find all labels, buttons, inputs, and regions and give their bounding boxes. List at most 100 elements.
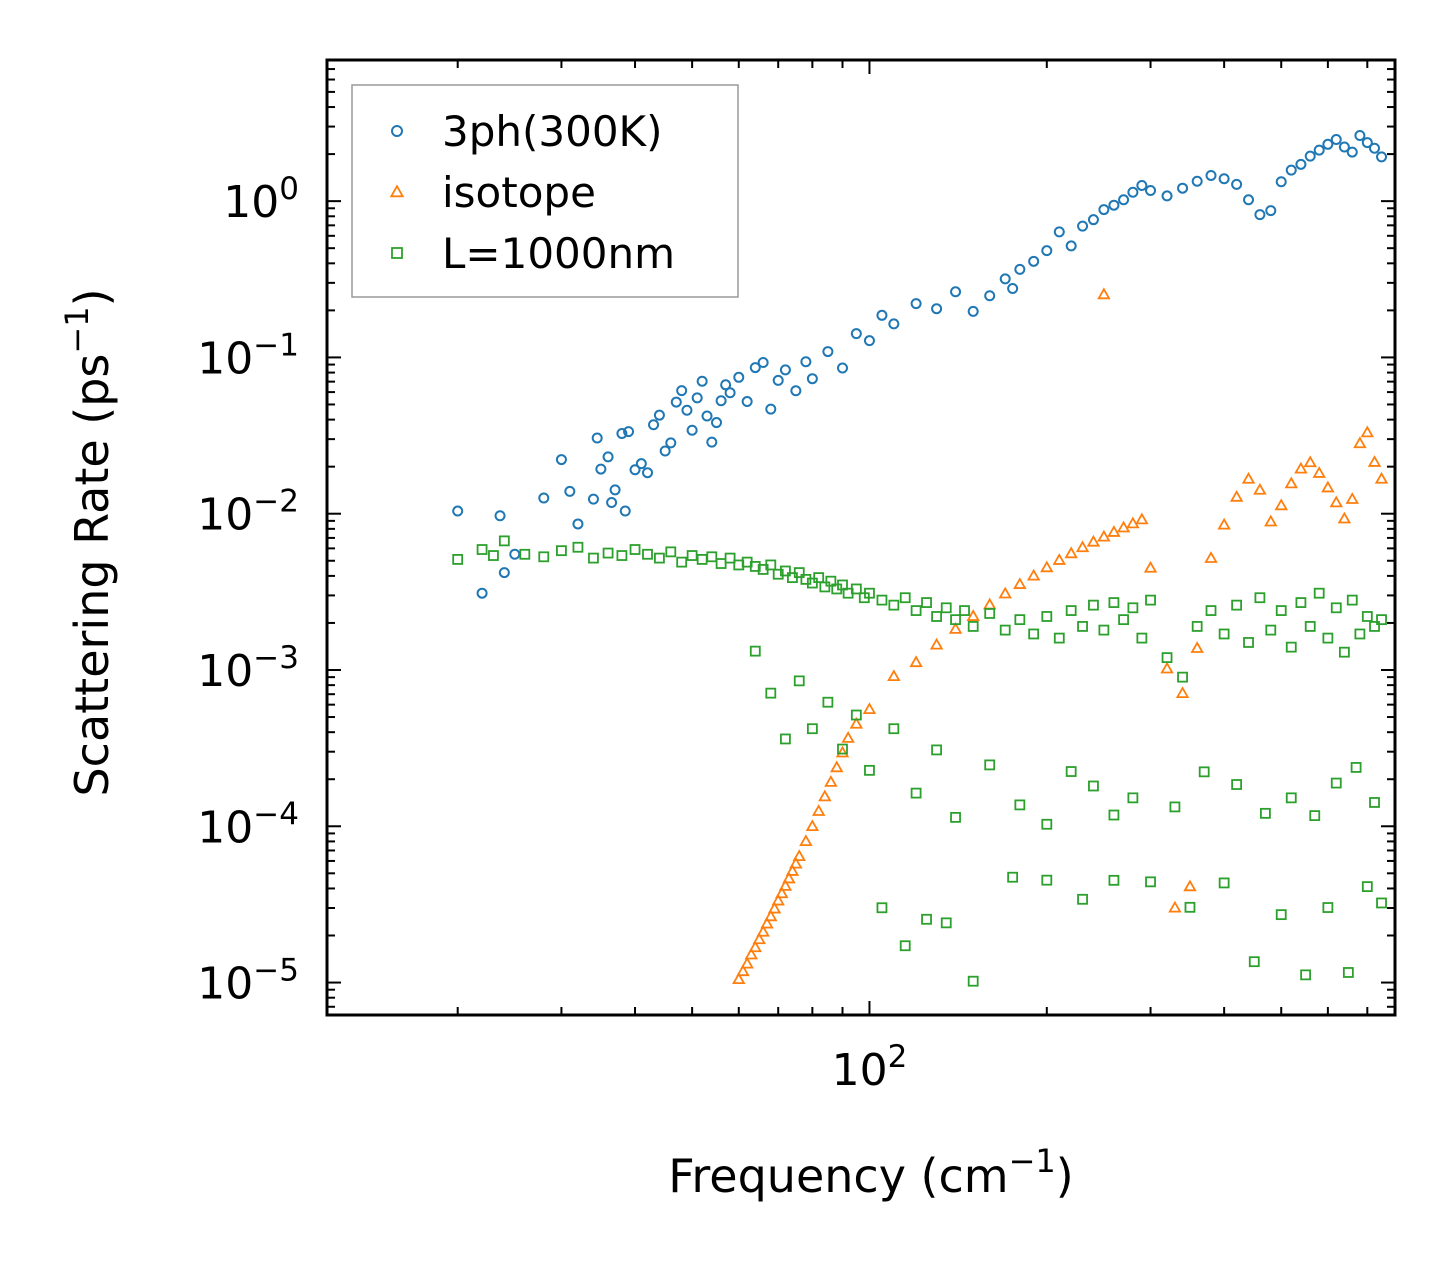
axis-labels: 102 100 10−1 10−2 10−3 10−4 10−5 Frequency (cm−… [58, 171, 1074, 1203]
data-point [711, 417, 723, 429]
data-point [1191, 621, 1203, 632]
data-point [670, 396, 682, 408]
data-point [999, 624, 1011, 636]
data-point [1041, 245, 1053, 257]
data-point [1077, 621, 1088, 632]
data-point [1369, 797, 1380, 808]
data-point [1175, 686, 1190, 699]
data-point [1322, 138, 1334, 150]
data-point [1218, 173, 1230, 185]
data-point [793, 675, 805, 687]
data-point [813, 572, 825, 584]
data-point [1108, 199, 1120, 211]
data-point [1254, 592, 1266, 604]
data-point [749, 645, 761, 657]
data-point [1338, 646, 1350, 658]
data-point [779, 364, 791, 376]
data-point [789, 856, 803, 869]
data-point [1294, 461, 1308, 474]
data-point [921, 913, 932, 925]
data-point [665, 546, 677, 558]
data-point [1367, 455, 1382, 467]
y-tick-label: 10−2 [197, 484, 299, 541]
legend-box [351, 84, 739, 298]
data-point [940, 917, 952, 929]
data-point [825, 575, 837, 587]
data-point [1026, 568, 1041, 581]
data-point [799, 834, 813, 847]
data-point [1107, 525, 1121, 537]
data-point [1346, 594, 1358, 606]
legend-label: L=1000nm [442, 229, 675, 278]
data-point [1264, 514, 1278, 527]
data-point [765, 403, 777, 415]
data-point [910, 787, 922, 799]
data-point [948, 621, 963, 634]
data-point [1205, 605, 1217, 616]
data-point [850, 583, 862, 595]
data-point [1274, 498, 1288, 511]
data-point [572, 541, 584, 553]
data-point [1354, 628, 1366, 640]
data-point [1243, 194, 1255, 206]
data-point [696, 375, 708, 387]
data-point [538, 551, 550, 563]
data-point [744, 947, 758, 960]
data-point [792, 849, 806, 862]
y-tick-label: 10−3 [197, 640, 299, 697]
data-point [1108, 597, 1120, 608]
x-axis-title: Frequency (cm−1) [668, 1142, 1073, 1203]
data-point [822, 696, 834, 708]
data-point [555, 454, 567, 466]
data-point [1065, 605, 1077, 616]
data-point [1118, 614, 1129, 626]
data-point [921, 597, 932, 608]
data-point [1145, 184, 1157, 196]
data-point [1265, 205, 1277, 217]
data-point [1136, 632, 1148, 644]
data-point [494, 510, 506, 522]
data-point [1361, 137, 1373, 149]
data-point [720, 379, 732, 391]
data-point [676, 556, 688, 568]
data-point [888, 599, 900, 611]
data-point [1127, 186, 1139, 198]
data-point [519, 548, 531, 560]
data-point [1191, 175, 1203, 187]
data-point [538, 492, 550, 504]
data-point [931, 744, 942, 756]
data-point [1028, 255, 1040, 267]
data-point [715, 395, 727, 407]
data-point [1204, 551, 1218, 563]
data-point [691, 392, 703, 404]
data-point [950, 614, 961, 626]
data-point [835, 745, 850, 758]
data-point [837, 579, 848, 591]
data-point [1028, 628, 1040, 640]
data-point [899, 592, 911, 604]
data-point [749, 561, 761, 572]
data-point [1354, 130, 1366, 142]
data-point [706, 551, 718, 563]
data-point [1127, 792, 1139, 804]
data-point [778, 878, 793, 891]
data-point [488, 550, 499, 561]
data-point [806, 723, 818, 735]
data-point [1088, 780, 1099, 792]
data-point [616, 427, 628, 439]
data-point [966, 609, 980, 621]
data-point [733, 371, 745, 383]
data-point [653, 409, 665, 421]
data-point [785, 864, 800, 876]
data-point [967, 975, 979, 987]
data-point [864, 764, 875, 776]
data-point [1241, 471, 1256, 484]
data-point [564, 485, 576, 497]
data-point [1145, 594, 1156, 606]
data-point [780, 565, 791, 577]
data-point [765, 687, 777, 699]
data-point [629, 544, 641, 555]
data-point [452, 554, 464, 565]
data-point [1275, 909, 1287, 921]
